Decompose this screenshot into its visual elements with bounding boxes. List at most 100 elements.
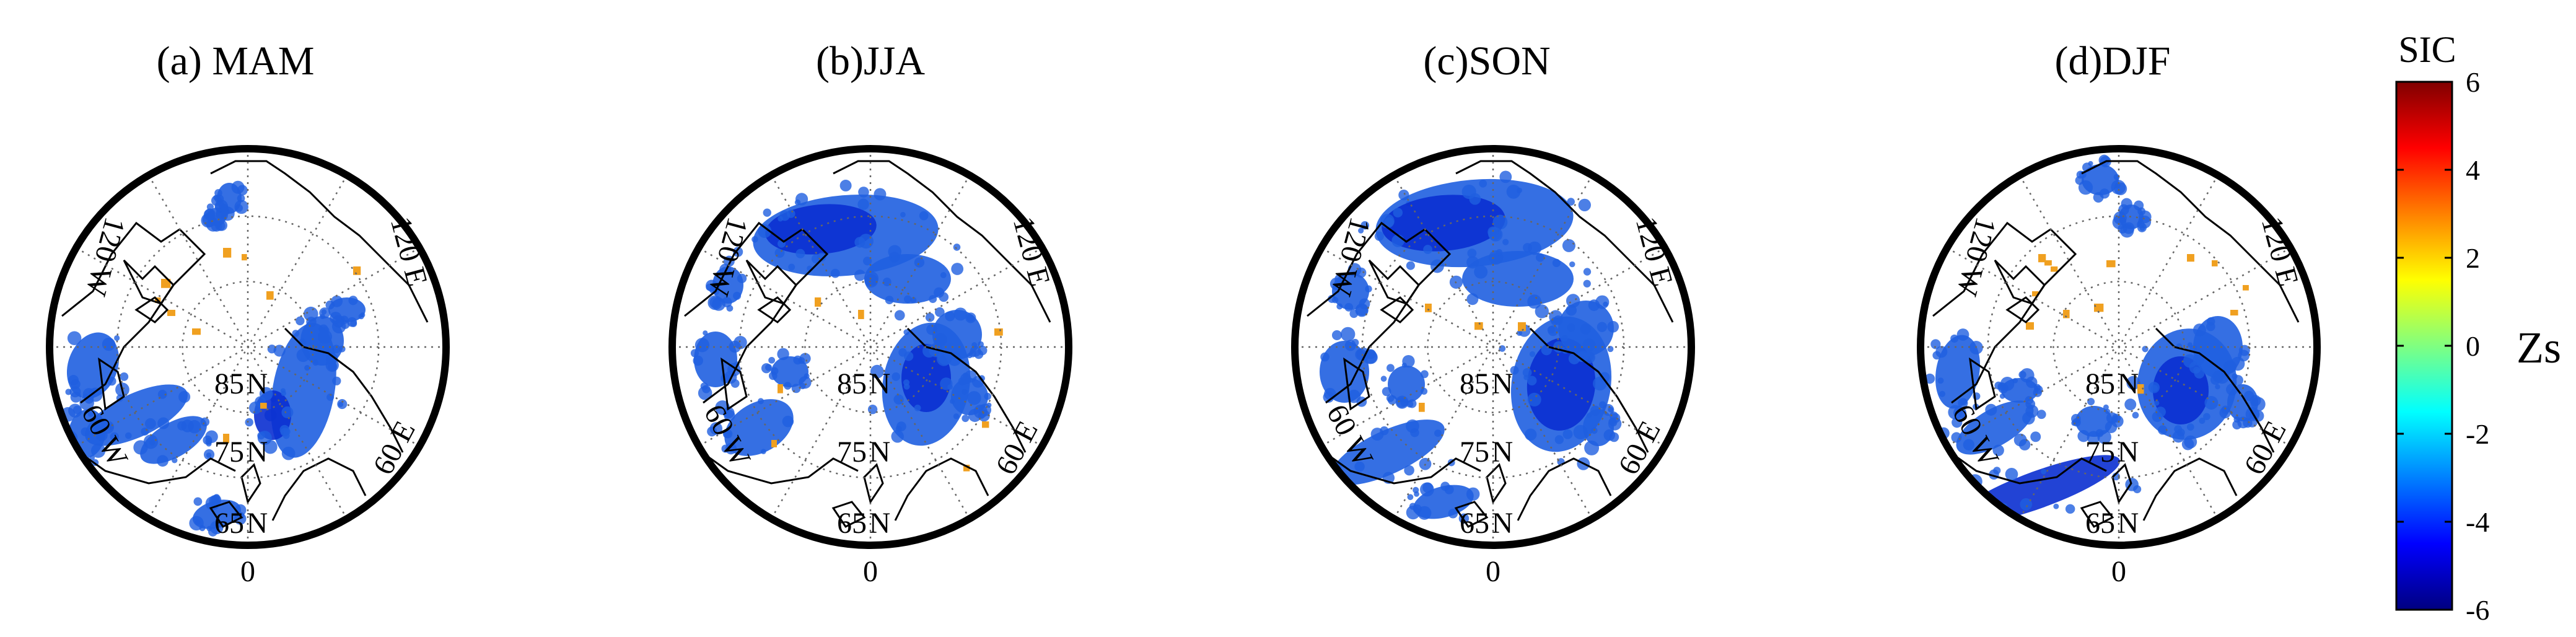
sic-anomaly-speckle <box>1924 373 1935 384</box>
sic-anomaly-speckle <box>1578 198 1591 212</box>
sic-anomaly-speckle <box>1406 419 1419 433</box>
sic-anomaly-speckle <box>965 312 976 323</box>
sic-anomaly-speckle <box>2142 346 2149 353</box>
sic-anomaly-speckle <box>2087 431 2100 444</box>
sic-anomaly-speckle <box>1344 302 1354 312</box>
sic-positive-spot <box>858 310 864 319</box>
sic-anomaly-speckle <box>331 295 343 307</box>
sic-anomaly-speckle <box>1444 485 1454 494</box>
sic-anomaly-speckle <box>874 188 887 201</box>
sic-anomaly-speckle <box>1420 387 1428 395</box>
sic-anomaly-speckle <box>1413 504 1422 514</box>
sic-anomaly-speckle <box>974 349 984 359</box>
sic-anomaly-speckle <box>1359 298 1370 310</box>
sic-anomaly-speckle <box>245 418 253 427</box>
latitude-circle <box>1987 215 2251 479</box>
sic-anomaly-speckle <box>2111 180 2126 195</box>
sic-anomaly-speckle <box>2132 411 2139 419</box>
lat-label-n: N <box>2118 436 2139 468</box>
sic-anomaly-speckle <box>2134 200 2144 211</box>
sic-anomaly-speckle <box>1529 351 1536 358</box>
sic-anomaly-speckle <box>733 247 743 257</box>
meridian <box>2018 175 2219 519</box>
sic-anomaly-speckle <box>1950 334 1959 343</box>
sic-anomaly-speckle <box>1527 294 1542 309</box>
sic-anomaly-speckle <box>281 406 294 418</box>
sic-anomaly-speckle <box>206 217 221 232</box>
sic-anomaly-speckle <box>1331 330 1343 341</box>
coastline <box>240 463 261 504</box>
sic-anomaly-speckle <box>1406 261 1415 270</box>
sic-anomaly-speckle <box>939 292 949 302</box>
coastline <box>1380 296 1414 323</box>
sic-anomaly-speckle <box>206 203 214 211</box>
sic-anomaly-speckle <box>2077 430 2090 442</box>
sic-anomaly-speckle <box>259 387 273 401</box>
sic-anomaly-speckle <box>1306 452 1318 463</box>
sic-positive-spot <box>260 403 267 409</box>
sic-positive-spot <box>242 254 247 261</box>
sic-anomaly-speckle <box>1398 190 1409 201</box>
sic-positive-spot <box>353 266 361 275</box>
sic-anomaly-speckle <box>1461 184 1476 200</box>
sic-anomaly-speckle <box>263 439 278 454</box>
sic-anomaly-speckle <box>1583 279 1591 288</box>
sic-positive-spot <box>2026 322 2035 330</box>
colorbar-tick-label: 0 <box>2466 330 2480 362</box>
sic-anomaly-speckle <box>857 198 869 211</box>
sic-anomaly-speckle <box>2196 357 2204 365</box>
sic-anomaly-speckle <box>724 431 730 437</box>
sic-anomaly-speckle <box>768 371 778 380</box>
sic-anomaly-speckle <box>2187 342 2193 348</box>
sic-anomaly-speckle <box>203 209 215 221</box>
sic-anomaly-speckle <box>1434 429 1442 437</box>
sic-anomaly-speckle <box>1414 491 1419 497</box>
sic-positive-spot <box>161 279 171 288</box>
sic-positive-spot <box>778 384 783 393</box>
sic-anomaly-speckle <box>2020 498 2033 511</box>
sic-anomaly-speckle <box>1608 406 1614 413</box>
meridian <box>1393 175 1593 519</box>
sic-anomaly-speckle <box>737 273 747 284</box>
sic-positive-spot <box>223 248 232 258</box>
sic-anomaly-speckle <box>1349 309 1359 318</box>
sic-anomaly-speckle <box>925 312 935 322</box>
sic-anomaly-speckle <box>1584 440 1600 455</box>
sic-positive-spot <box>2063 310 2070 318</box>
coastline <box>209 501 243 528</box>
sic-anomaly-speckle <box>1930 339 1941 349</box>
sic-anomaly-speckle <box>1402 354 1415 368</box>
sic-anomaly-speckle <box>1603 429 1616 441</box>
sic-anomaly-speckle <box>326 353 338 364</box>
sic-anomaly-speckle <box>1393 208 1403 217</box>
latitude-circle <box>116 215 380 479</box>
sic-anomaly-speckle <box>693 355 703 366</box>
sic-anomaly-speckle <box>702 385 711 393</box>
sic-anomaly-speckle <box>195 519 201 525</box>
sic-anomaly-speckle <box>102 337 116 351</box>
sic-anomaly-speckle <box>326 393 335 402</box>
colorbar-ticks: 6 4 2 0 -2 -4 -6 <box>2396 66 2489 626</box>
lat-label-n: N <box>247 507 268 540</box>
sic-anomaly-speckle <box>795 248 805 258</box>
sic-positive-spot <box>223 434 230 443</box>
sic-anomaly-speckle <box>2065 504 2075 514</box>
sic-anomaly-speckle <box>1370 428 1384 441</box>
sic-anomaly-speckle <box>1365 285 1372 292</box>
coastline <box>1454 501 1489 528</box>
sic-anomaly-speckle <box>763 208 771 217</box>
sic-anomaly-speckle <box>1958 398 1968 408</box>
sic-anomaly-speckle <box>761 449 766 454</box>
sic-anomaly-speckle <box>1584 351 1595 364</box>
sic-anomaly-speckle <box>1527 376 1537 386</box>
sic-anomaly-speckle <box>2025 376 2038 389</box>
sic-anomaly-speckle <box>947 352 962 366</box>
sic-anomaly-speckle <box>706 283 713 291</box>
meridian <box>770 175 971 519</box>
sic-anomaly-speckle <box>1999 393 2005 399</box>
sic-anomaly-speckle <box>330 312 342 324</box>
sic-anomaly-speckle <box>962 415 970 423</box>
panel-title: (c)SON <box>1423 38 1550 84</box>
